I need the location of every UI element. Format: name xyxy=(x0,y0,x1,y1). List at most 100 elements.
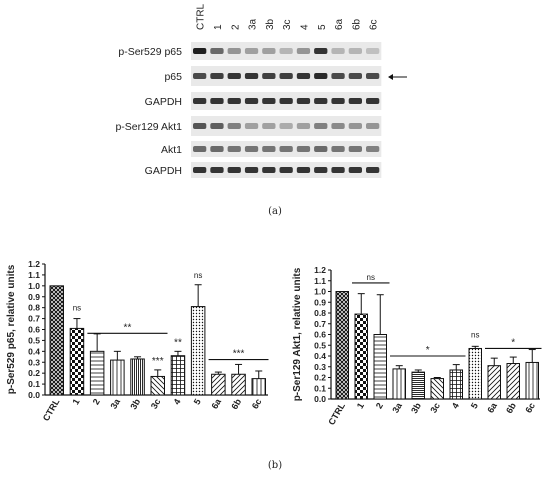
blot-band xyxy=(348,146,362,152)
significance-label: ns xyxy=(73,304,81,313)
bar-3c xyxy=(150,375,165,396)
y-tick-label: 0.8 xyxy=(314,308,326,318)
blot-band xyxy=(227,48,241,54)
x-tick-label: 6a xyxy=(209,396,223,411)
blot-row-label: p65 xyxy=(164,71,182,83)
blot-band xyxy=(331,123,345,129)
y-tick-label: 0.9 xyxy=(28,292,40,302)
lane-label: 3a xyxy=(248,18,259,30)
significance-label: ** xyxy=(174,338,182,349)
lane-label: 3b xyxy=(265,18,276,30)
bar-CTRL xyxy=(49,285,64,396)
x-tick-label: 6b xyxy=(229,397,243,412)
significance-label: ** xyxy=(124,322,132,333)
blot-band xyxy=(244,146,259,152)
bar-6c xyxy=(251,378,266,396)
western-blot-panel: CTRL 1 2 3a 3b 3c 4 5 6a 6b 6c p-Ser529 p65 p65 GAPDH… xyxy=(115,3,407,178)
y-tick-label: 0.4 xyxy=(314,351,326,361)
blot-band xyxy=(314,146,328,152)
y-tick-label: 0.1 xyxy=(314,383,326,393)
y-axis-label: p-Ser129 Akt1, relative units xyxy=(292,267,303,401)
bar-4 xyxy=(449,369,463,400)
caption-a: (a) xyxy=(268,206,282,217)
blot-band xyxy=(314,48,328,54)
bar-3b xyxy=(411,371,425,400)
blot-band xyxy=(366,146,380,152)
blot-row-label: GAPDH xyxy=(145,165,182,177)
x-tick-label: 1 xyxy=(355,401,366,410)
blot-band xyxy=(210,123,224,129)
y-tick-label: 0.1 xyxy=(28,379,40,389)
significance-label: *** xyxy=(152,356,164,367)
blot-band xyxy=(279,146,293,152)
lane-label: 5 xyxy=(317,24,328,30)
bar-6c xyxy=(525,361,539,400)
blot-band xyxy=(279,167,293,173)
blot-band xyxy=(279,98,293,104)
blot-band xyxy=(331,73,345,79)
significance-label: *** xyxy=(233,349,245,360)
blot-band xyxy=(227,98,241,104)
y-tick-label: 0.0 xyxy=(28,390,40,400)
y-tick-label: 0.6 xyxy=(28,325,40,335)
x-tick-label: 6c xyxy=(250,397,264,411)
blot-band xyxy=(296,167,311,173)
y-tick-label: 1.0 xyxy=(314,287,326,297)
blot-band xyxy=(348,98,362,104)
blot-band xyxy=(366,48,380,54)
blot-band xyxy=(366,98,380,104)
x-tick-label: 2 xyxy=(374,401,385,410)
bar-2 xyxy=(373,334,387,400)
arrow-head-icon xyxy=(388,74,393,80)
blot-row-label: GAPDH xyxy=(145,96,182,108)
blot-band xyxy=(210,98,224,104)
bar-6a xyxy=(487,365,501,400)
y-tick-label: 0.6 xyxy=(314,330,326,340)
y-tick-label: 1.1 xyxy=(28,270,40,280)
blot-band xyxy=(296,123,311,129)
bar-2 xyxy=(89,350,105,396)
blot-band xyxy=(262,123,276,129)
x-tick-label: 6b xyxy=(504,401,518,416)
x-tick-label: 5 xyxy=(192,397,203,406)
blot-band xyxy=(193,98,207,104)
bar-5 xyxy=(190,306,206,396)
bar-3a xyxy=(392,368,406,400)
blot-band xyxy=(366,123,380,129)
blot-band xyxy=(262,73,276,79)
y-tick-label: 0.4 xyxy=(28,346,40,356)
bar-6b xyxy=(506,363,520,400)
y-tick-label: 1.2 xyxy=(314,265,326,275)
bar-3c xyxy=(430,378,444,400)
significance-label: * xyxy=(511,337,515,348)
bar-CTRL xyxy=(335,291,349,400)
lane-label: CTRL xyxy=(196,3,207,30)
blot-band xyxy=(193,167,207,173)
y-tick-label: 0.3 xyxy=(28,357,40,367)
significance-label: ns xyxy=(367,273,375,282)
blot-band xyxy=(366,167,380,173)
significance-label: * xyxy=(426,345,430,356)
x-tick-label: 6c xyxy=(523,401,537,415)
blot-band xyxy=(279,73,293,79)
y-tick-label: 0.7 xyxy=(28,314,40,324)
blot-band xyxy=(193,123,207,129)
blot-band xyxy=(348,73,362,79)
blot-band xyxy=(210,167,224,173)
lane-label: 6c xyxy=(369,19,380,30)
bar-4 xyxy=(170,355,186,396)
x-tick-label: 6a xyxy=(485,400,499,415)
bar-3a xyxy=(110,359,125,396)
blot-band xyxy=(314,73,328,79)
lane-label: 6b xyxy=(351,18,362,30)
blot-band xyxy=(279,123,293,129)
blot-band xyxy=(193,73,207,79)
x-tick-label: 3a xyxy=(390,400,404,415)
caption-b: (b) xyxy=(268,460,282,471)
blot-band xyxy=(296,48,311,54)
lane-label: 1 xyxy=(213,24,224,30)
blot-band xyxy=(244,73,259,79)
y-axis-label: p-Ser529 p65, relative units xyxy=(6,264,17,394)
y-tick-label: 0.8 xyxy=(28,303,40,313)
bar-1 xyxy=(354,313,368,400)
